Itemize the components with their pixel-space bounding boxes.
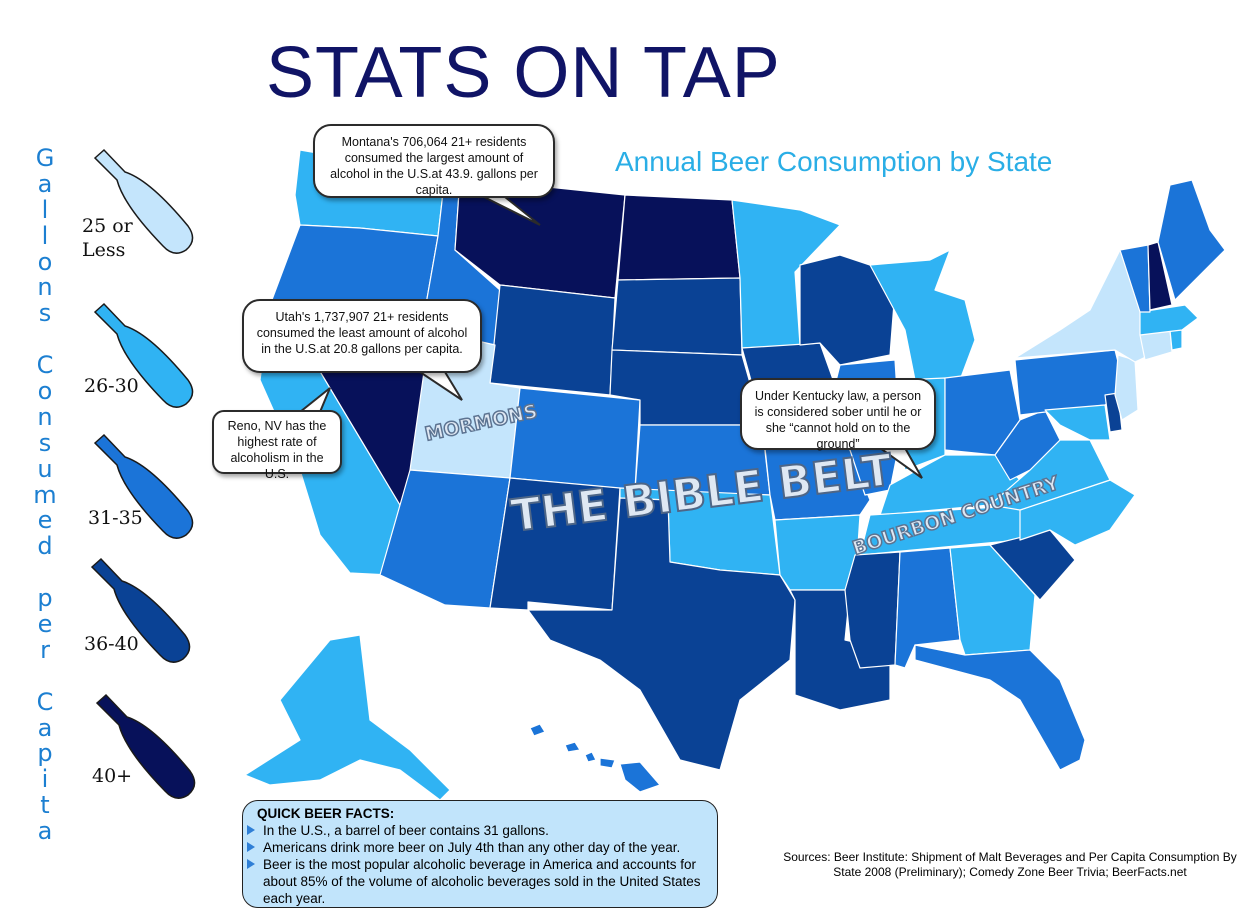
state-florida — [914, 644, 1086, 771]
state-mississippi — [844, 551, 901, 669]
legend-label-26-30: 26-30 — [84, 375, 139, 397]
triangle-bullet-icon — [247, 842, 255, 852]
bottle-icon-31-35 — [93, 433, 194, 539]
sources-text: Sources: Beer Institute: Shipment of Mal… — [783, 850, 1237, 879]
callout-reno: Reno, NV has the highest rate of alcohol… — [212, 410, 342, 481]
state-north-dakota — [617, 194, 741, 281]
state-alaska — [244, 634, 451, 801]
legend-label-36-40: 36-40 — [84, 633, 139, 655]
fact-text: Americans drink more beer on July 4th th… — [263, 840, 681, 855]
state-north-carolina — [1019, 479, 1136, 546]
fact-item: Beer is the most popular alcoholic bever… — [247, 856, 703, 907]
quick-facts-title: QUICK BEER FACTS: — [257, 806, 395, 821]
state-new-hampshire — [1147, 241, 1173, 311]
state-wisconsin — [799, 254, 896, 366]
page-title: STATS ON TAP — [266, 33, 781, 113]
legend-bottles — [90, 148, 196, 799]
bottle-icon-26-30 — [93, 302, 194, 408]
fact-item: Americans drink more beer on July 4th th… — [247, 839, 703, 856]
legend-label-40-plus: 40+ — [92, 765, 133, 787]
callout-montana: Montana's 706,064 21+ residents consumed… — [313, 124, 555, 198]
fact-item: In the U.S., a barrel of beer contains 3… — [247, 822, 703, 839]
fact-text: Beer is the most popular alcoholic bever… — [263, 857, 701, 906]
legend-label-25-or-less: 25 or Less — [82, 215, 133, 261]
state-west-virginia — [994, 409, 1061, 481]
bottle-icon-40-plus — [95, 693, 196, 799]
state-texas — [527, 497, 796, 771]
state-south-dakota — [611, 277, 743, 356]
quick-facts-box: QUICK BEER FACTS: In the U.S., a barrel … — [242, 800, 718, 908]
fact-text: In the U.S., a barrel of beer contains 3… — [263, 823, 549, 838]
bottle-icon-36-40 — [90, 557, 191, 663]
triangle-bullet-icon — [247, 825, 255, 835]
state-michigan — [869, 249, 976, 381]
state-minnesota — [731, 199, 841, 349]
state-vermont — [1119, 244, 1151, 313]
legend-label-31-35: 31-35 — [88, 507, 143, 529]
bottle-icon-25-or-less — [93, 148, 194, 254]
state-hawaii — [529, 723, 661, 793]
state-massachusetts — [1139, 304, 1199, 336]
triangle-bullet-icon — [247, 859, 255, 869]
state-wyoming — [489, 284, 616, 396]
map-subtitle: Annual Beer Consumption by State — [615, 146, 1053, 177]
callout-utah: Utah's 1,737,907 21+ residents consumed … — [242, 299, 482, 373]
state-rhode-island — [1169, 329, 1183, 351]
callout-kentucky: Under Kentucky law, a person is consider… — [740, 378, 936, 451]
state-maryland — [1044, 404, 1111, 441]
state-arkansas — [774, 514, 861, 591]
state-maine — [1157, 179, 1226, 301]
